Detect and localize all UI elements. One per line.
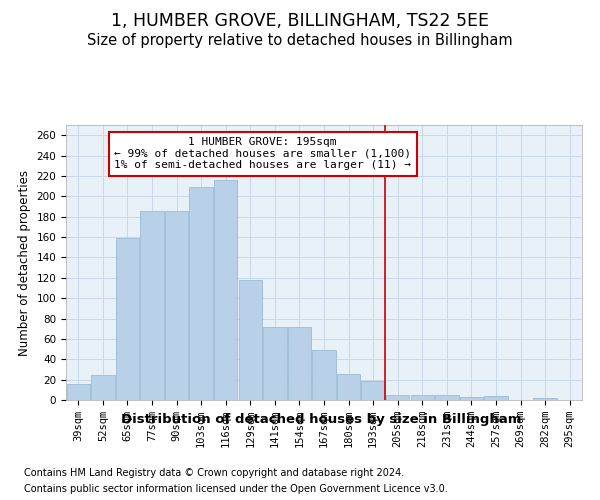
Bar [165,210,188,400]
Y-axis label: Number of detached properties: Number of detached properties [18,170,31,356]
Text: 1 HUMBER GROVE: 195sqm
← 99% of detached houses are smaller (1,100)
1% of semi-d: 1 HUMBER GROVE: 195sqm ← 99% of detached… [114,137,411,170]
Text: Distribution of detached houses by size in Billingham: Distribution of detached houses by size … [121,412,521,426]
Bar [67,384,90,400]
Bar [313,350,335,400]
Bar [337,374,360,400]
Text: 1, HUMBER GROVE, BILLINGHAM, TS22 5EE: 1, HUMBER GROVE, BILLINGHAM, TS22 5EE [111,12,489,30]
Bar [410,395,434,400]
Bar [460,397,483,400]
Bar [190,187,213,400]
Bar [239,280,262,400]
Bar [361,380,385,400]
Text: Size of property relative to detached houses in Billingham: Size of property relative to detached ho… [87,32,513,48]
Bar [116,238,139,400]
Bar [91,374,115,400]
Bar [484,396,508,400]
Bar [435,395,458,400]
Text: Contains public sector information licensed under the Open Government Licence v3: Contains public sector information licen… [24,484,448,494]
Bar [263,326,287,400]
Bar [288,326,311,400]
Bar [214,180,238,400]
Text: Contains HM Land Registry data © Crown copyright and database right 2024.: Contains HM Land Registry data © Crown c… [24,468,404,477]
Bar [533,398,557,400]
Bar [386,395,409,400]
Bar [140,210,164,400]
